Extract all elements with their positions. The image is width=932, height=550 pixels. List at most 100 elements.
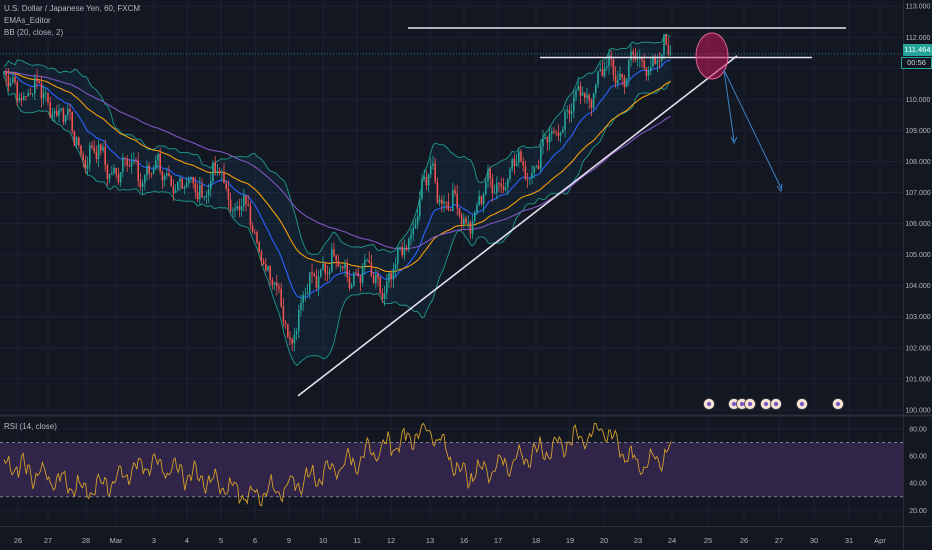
candle-body (214, 162, 216, 174)
candle-body (526, 178, 529, 180)
price-axis: 100.000 101.000 102.000 103.000 104.000 105.0… (905, 4, 930, 415)
price-tick-label: 108.000 (905, 159, 930, 166)
time-tick-label: 20 (600, 536, 608, 545)
candle-body (161, 172, 164, 181)
candle-body (548, 133, 551, 143)
candle-body (276, 282, 278, 287)
rsi-tick-label: 40.00 (909, 481, 927, 488)
candle-body (100, 144, 102, 151)
event-marker-dot (835, 401, 841, 407)
candle-body (5, 71, 7, 76)
candle-body (69, 108, 71, 113)
candles (3, 33, 672, 352)
candle-body (311, 272, 313, 275)
candle-body (524, 165, 527, 179)
candle-body (372, 276, 375, 283)
candle-body (326, 272, 329, 275)
candle-body (245, 195, 247, 205)
time-tick-label: 18 (532, 536, 540, 545)
candle-body (227, 188, 230, 200)
candle-body (342, 266, 344, 269)
candle-body (544, 137, 546, 139)
candle-body (260, 251, 263, 262)
candle-body (91, 145, 93, 148)
candle-body (262, 261, 265, 265)
candle-body (636, 58, 639, 60)
candle-body (348, 277, 351, 288)
candle-body (579, 85, 582, 96)
symbol-legend[interactable]: U.S. Dollar / Japanese Yen, 60, FXCM (4, 4, 141, 13)
candle-body (295, 331, 298, 335)
candle-body (287, 324, 289, 338)
candle-body (254, 232, 256, 233)
candle-body (493, 193, 496, 194)
candle-body (434, 163, 436, 182)
candle-body (529, 178, 531, 180)
candle-body (430, 166, 432, 175)
candle-body (542, 138, 544, 147)
candle-body (432, 163, 434, 167)
candle-body (590, 100, 593, 108)
rsi-band (0, 442, 903, 497)
candle-body (540, 146, 542, 169)
candle-body (535, 165, 538, 167)
candle-body (315, 276, 318, 288)
candle-body (78, 137, 80, 146)
candle-body (304, 294, 307, 296)
candle-body (467, 222, 469, 224)
event-marker-dot (739, 401, 745, 407)
candle-body (456, 193, 458, 209)
candle-body (608, 55, 610, 67)
candle-body (234, 208, 236, 211)
candle-body (533, 166, 535, 173)
bar-countdown: 00:56 (901, 57, 932, 69)
candle-body (520, 151, 522, 162)
candle-body (223, 171, 225, 184)
candle-body (146, 165, 148, 176)
candle-body (163, 175, 166, 181)
candle-body (124, 157, 126, 160)
rsi-tick-label: 80.00 (909, 426, 927, 433)
candle-body (410, 234, 412, 239)
candle-body (258, 242, 260, 252)
candle-body (603, 67, 606, 77)
rsi-legend[interactable]: RSI (14, close) (4, 422, 57, 431)
candle-body (612, 59, 615, 76)
candle-body (390, 273, 392, 280)
rsi-tick-label: 60.00 (909, 454, 927, 461)
candle-body (128, 165, 131, 167)
candle-body (95, 151, 98, 159)
candle-body (27, 92, 29, 97)
candle-body (386, 281, 388, 294)
candle-body (595, 84, 597, 94)
candle-body (647, 70, 650, 76)
bb-legend[interactable]: BB (20, close, 2) (4, 28, 64, 37)
candle-body (207, 189, 210, 196)
candle-body (152, 168, 155, 174)
candle-body (12, 77, 14, 83)
candle-body (309, 272, 311, 293)
candle-body (122, 157, 124, 173)
price-tick-label: 100.000 (905, 407, 930, 414)
candle-body (537, 165, 540, 169)
candle-body (401, 246, 403, 256)
ema-legend[interactable]: EMAs_Editor (4, 16, 51, 25)
candle-body (45, 92, 47, 94)
candle-body (427, 174, 430, 186)
price-tick-label: 112.000 (906, 35, 931, 42)
event-marker-dot (747, 401, 753, 407)
candle-body (210, 181, 212, 190)
candle-body (568, 109, 571, 114)
candle-body (119, 172, 122, 183)
candle-body (273, 282, 276, 285)
candle-body (570, 111, 573, 114)
candle-body (181, 178, 183, 189)
candle-body (320, 269, 322, 277)
candle-body (232, 210, 234, 212)
candle-body (511, 159, 513, 169)
candle-body (64, 114, 67, 123)
event-marker-dot (731, 401, 737, 407)
rsi-tick-label: 20.00 (909, 508, 927, 515)
